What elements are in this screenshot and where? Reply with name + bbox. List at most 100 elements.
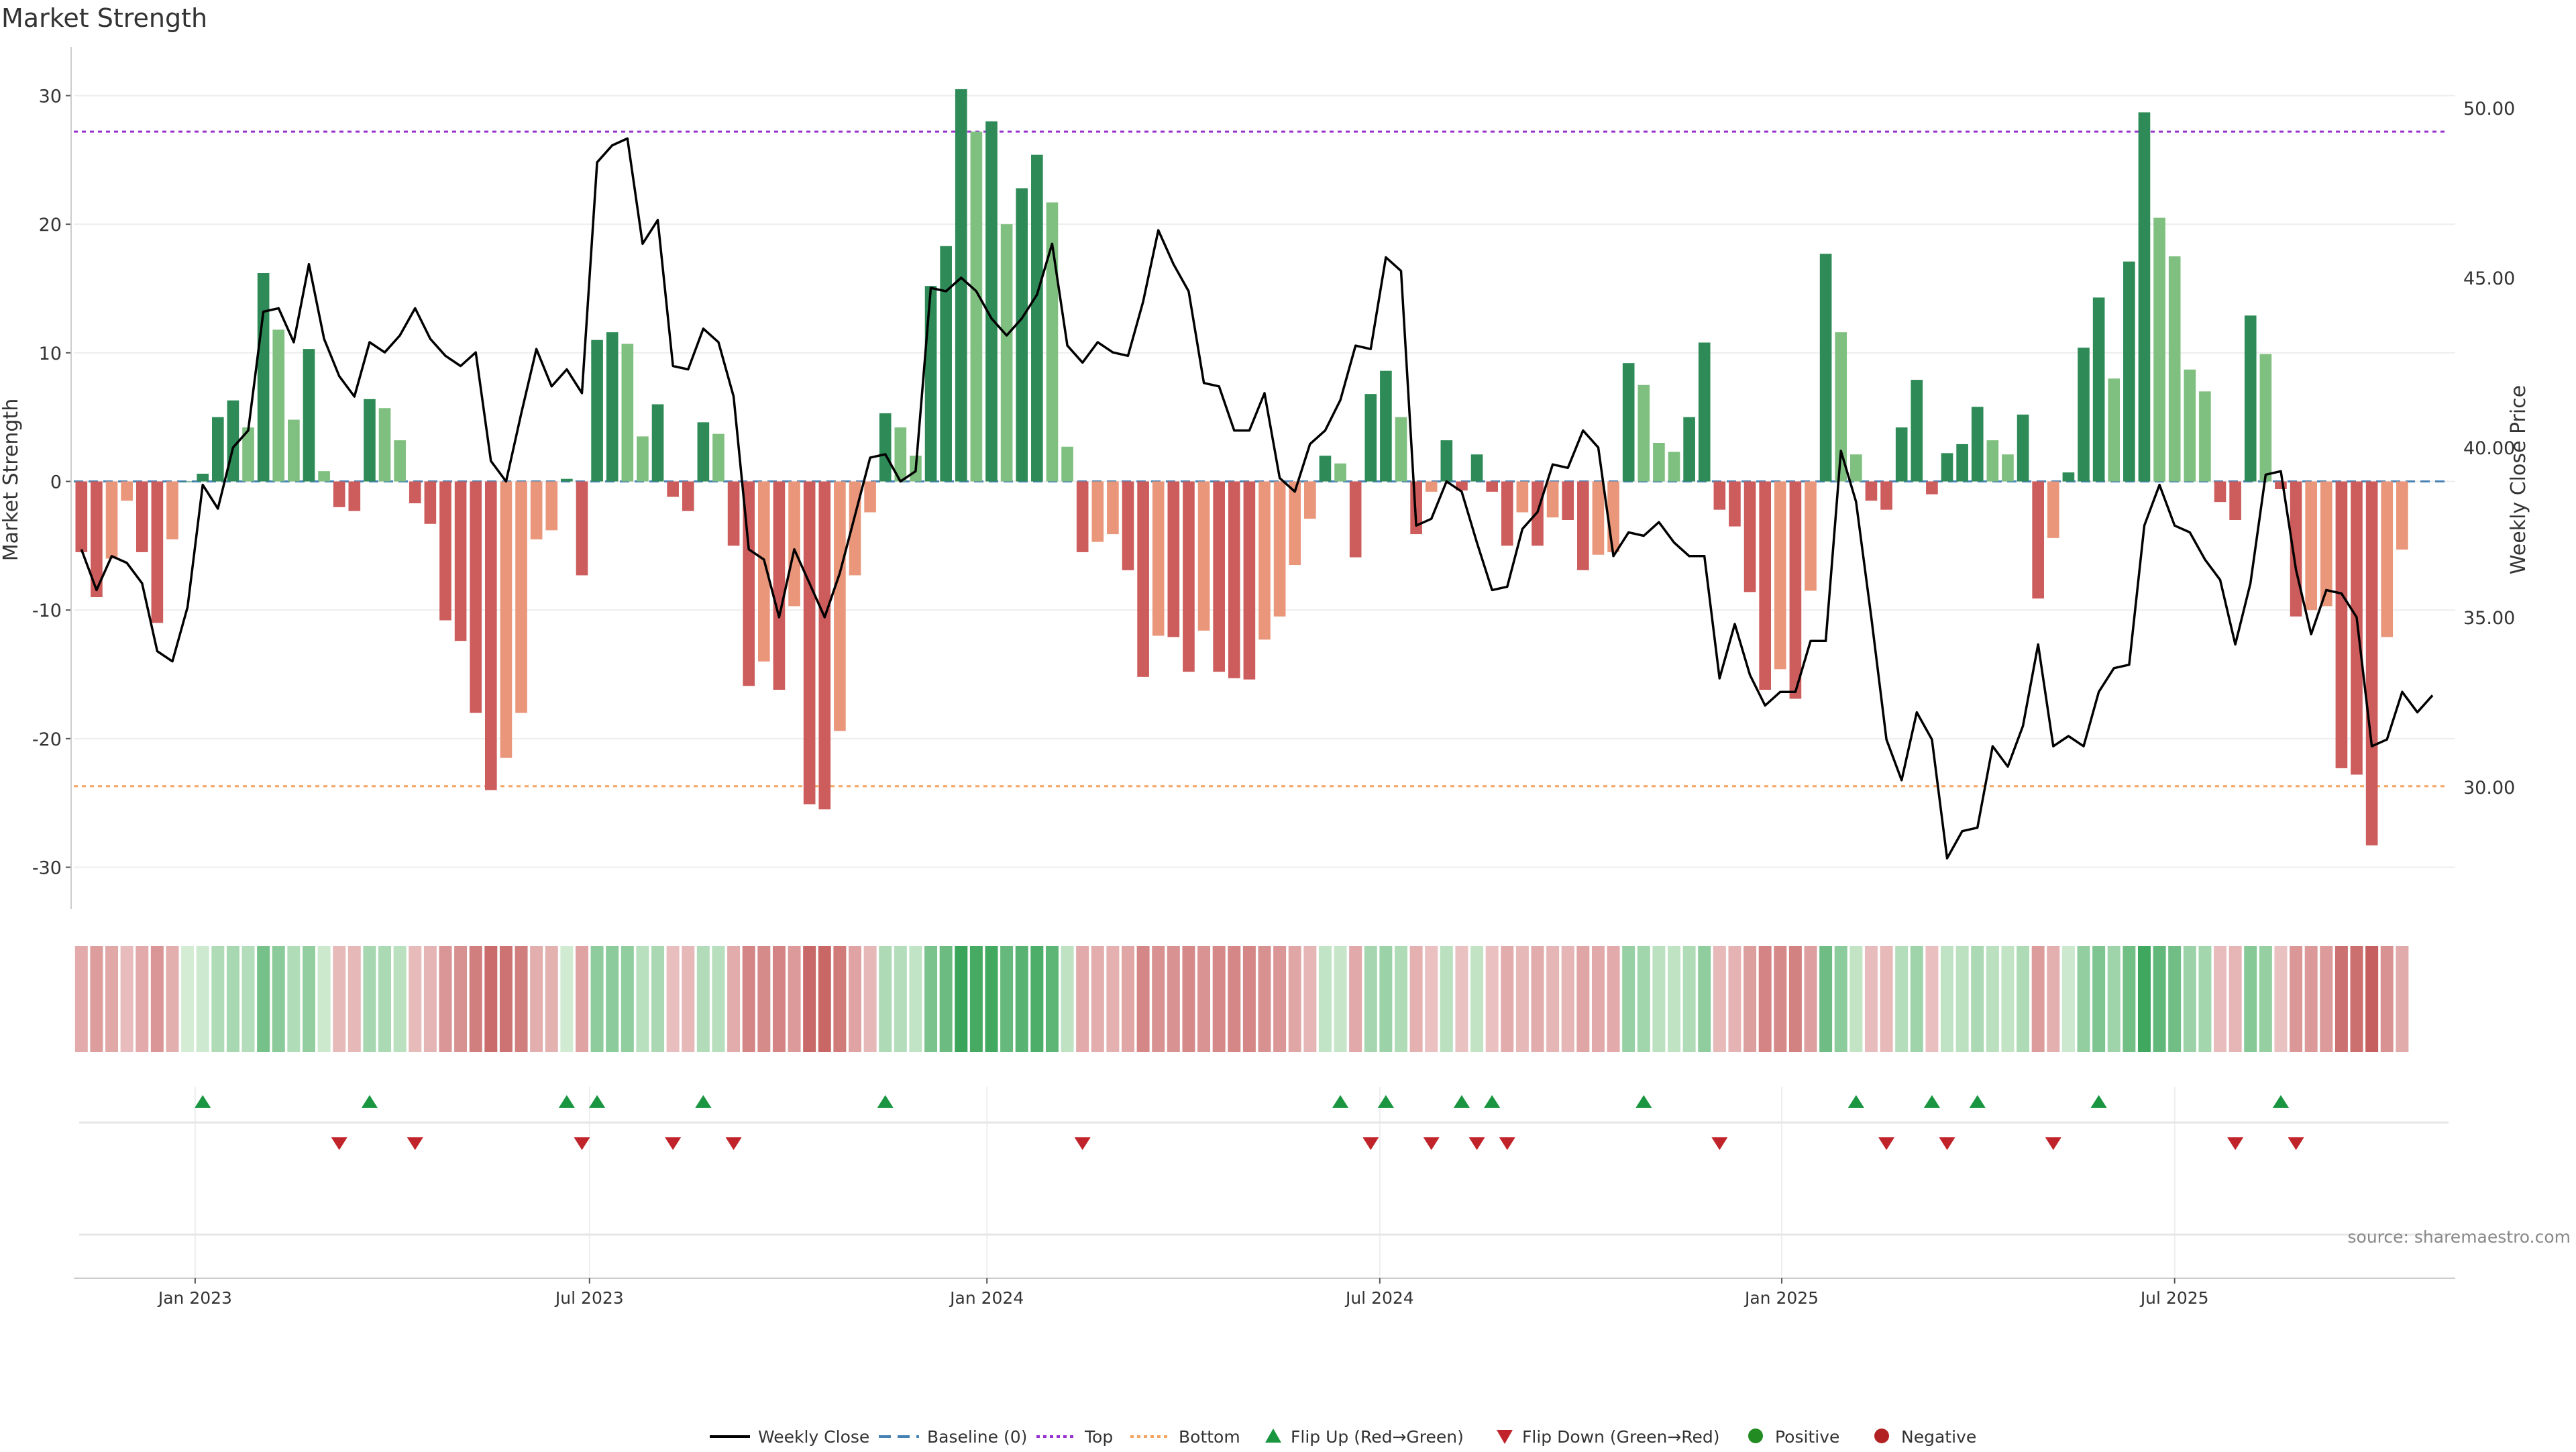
strength-bar: [955, 89, 967, 482]
strength-bar: [1516, 481, 1529, 513]
strength-bar: [2244, 315, 2257, 482]
heat-cell: [1152, 946, 1165, 1052]
strength-bar: [1061, 446, 1073, 482]
heat-cell: [1470, 946, 1484, 1052]
flip-up-marker: [1484, 1095, 1501, 1108]
strength-bar: [864, 481, 876, 513]
heat-cell: [727, 946, 741, 1052]
heat-cell: [2047, 946, 2060, 1052]
heat-cell: [1546, 946, 1560, 1052]
heat-cell: [1804, 946, 1817, 1052]
heat-cell: [2380, 946, 2394, 1052]
heat-cell: [1136, 946, 1150, 1052]
weekly-close-path: [80, 137, 2434, 860]
strength-bar: [2092, 297, 2105, 482]
strength-bar: [1819, 254, 1832, 482]
heat-cell: [1425, 946, 1438, 1052]
heat-cell: [499, 946, 513, 1052]
heat-cell: [2320, 946, 2333, 1052]
strength-bar: [1546, 481, 1559, 518]
flip-up-marker: [558, 1095, 575, 1108]
heat-cell: [1409, 946, 1423, 1052]
flip-up-marker: [1969, 1095, 1986, 1108]
heat-cell: [985, 946, 998, 1052]
strength-bar: [1986, 440, 1999, 482]
strength-bar: [2229, 481, 2241, 520]
heat-cell: [1242, 946, 1256, 1052]
strength-bar: [561, 478, 573, 482]
flip-down-marker: [1423, 1137, 1440, 1150]
flip-down-marker: [1362, 1137, 1379, 1150]
strength-bar: [1926, 481, 1938, 495]
strength-bar: [1774, 481, 1786, 670]
strength-bar: [257, 273, 270, 482]
strength-bar: [1895, 427, 1908, 482]
strength-bar: [424, 481, 437, 524]
flip-up-marker: [695, 1095, 712, 1108]
strength-bar: [318, 471, 330, 482]
strength-bar: [606, 332, 619, 482]
heat-cell: [226, 946, 239, 1052]
heat-cell: [2274, 946, 2288, 1052]
heat-cell: [955, 946, 968, 1052]
heat-cell: [2137, 946, 2151, 1052]
heat-cell: [1349, 946, 1362, 1052]
heat-cell: [2365, 946, 2379, 1052]
heat-cell: [1061, 946, 1074, 1052]
heat-cell: [409, 946, 422, 1052]
strength-bar: [834, 481, 846, 731]
heat-cell: [2153, 946, 2166, 1052]
flip-down-marker: [1499, 1137, 1515, 1150]
strength-bar: [2275, 481, 2287, 489]
x-tick-label: Jul 2023: [554, 1288, 624, 1308]
heat-cell: [848, 946, 861, 1052]
strength-bar: [1622, 363, 1635, 482]
strength-bar: [924, 286, 937, 482]
strength-bar: [758, 481, 770, 662]
y-tick-label: 30: [39, 87, 62, 107]
strength-bar: [1638, 384, 1650, 482]
strength-bar: [1319, 456, 1332, 482]
heat-cell: [105, 946, 119, 1052]
strength-bar: [2365, 481, 2378, 845]
heat-cell: [2017, 946, 2030, 1052]
heat-cell: [2214, 946, 2227, 1052]
strength-bar: [1258, 481, 1271, 640]
strength-bar: [894, 427, 907, 482]
strength-bar: [136, 481, 148, 552]
heat-cell: [317, 946, 331, 1052]
heat-cell: [666, 946, 680, 1052]
heat-cell: [1986, 946, 1999, 1052]
strength-bar: [1349, 481, 1362, 558]
flip-down-marker: [1878, 1137, 1895, 1150]
heat-cell: [1864, 946, 1878, 1052]
strength-bar: [272, 329, 285, 482]
legend-label: Bottom: [1179, 1427, 1240, 1447]
heat-cell: [2350, 946, 2363, 1052]
heat-cell: [2077, 946, 2090, 1052]
strength-bar: [394, 440, 406, 482]
strength-bar: [1653, 443, 1665, 482]
flip-up-marker: [1923, 1095, 1940, 1108]
strength-bar: [1911, 380, 1923, 482]
strength-bar: [1607, 481, 1619, 552]
strength-bar: [637, 436, 649, 482]
strength-bar: [2017, 414, 2029, 482]
strength-bar: [1152, 481, 1165, 636]
strength-bar: [470, 481, 482, 713]
heat-cell: [302, 946, 315, 1052]
strength-bar: [105, 481, 118, 559]
strength-bar: [1046, 202, 1059, 482]
heat-cell: [803, 946, 816, 1052]
heat-cell: [1364, 946, 1377, 1052]
heat-cell: [621, 946, 634, 1052]
flip-up-marker: [877, 1095, 894, 1108]
heat-cell: [1728, 946, 1741, 1052]
strength-bar: [530, 481, 543, 539]
strength-bar: [1076, 481, 1089, 552]
heat-cell: [74, 946, 88, 1052]
heat-cell: [1455, 946, 1468, 1052]
strength-bar: [2078, 348, 2090, 482]
heat-cell: [1000, 946, 1014, 1052]
